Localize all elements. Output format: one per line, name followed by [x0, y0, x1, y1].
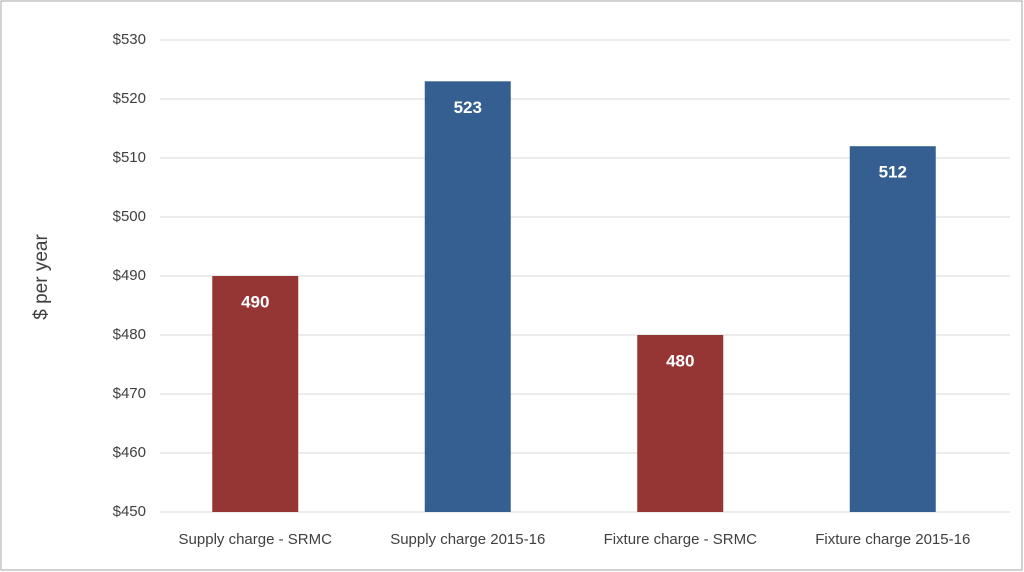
y-tick-label: $460 [113, 444, 146, 461]
y-tick-label: $490 [113, 267, 146, 284]
x-tick-label: Supply charge 2015-16 [390, 531, 545, 548]
bar [212, 276, 299, 512]
x-tick-label: Supply charge - SRMC [179, 531, 333, 548]
x-tick-label: Fixture charge - SRMC [604, 531, 758, 548]
bar [424, 81, 511, 513]
value-label: 512 [879, 163, 907, 182]
y-tick-label: $450 [113, 503, 146, 520]
y-axis-title: $ per year [31, 234, 52, 320]
value-label: 480 [666, 351, 694, 370]
y-tick-label: $470 [113, 385, 146, 402]
y-tick-label: $480 [113, 326, 146, 343]
y-tick-label: $510 [113, 149, 146, 166]
bar [637, 335, 724, 512]
value-label: 523 [454, 98, 482, 117]
y-tick-label: $520 [113, 90, 146, 107]
y-tick-label: $530 [113, 31, 146, 48]
x-tick-label: Fixture charge 2015-16 [815, 531, 970, 548]
value-label: 490 [241, 292, 269, 311]
bar [849, 146, 936, 512]
y-tick-label: $500 [113, 208, 146, 225]
